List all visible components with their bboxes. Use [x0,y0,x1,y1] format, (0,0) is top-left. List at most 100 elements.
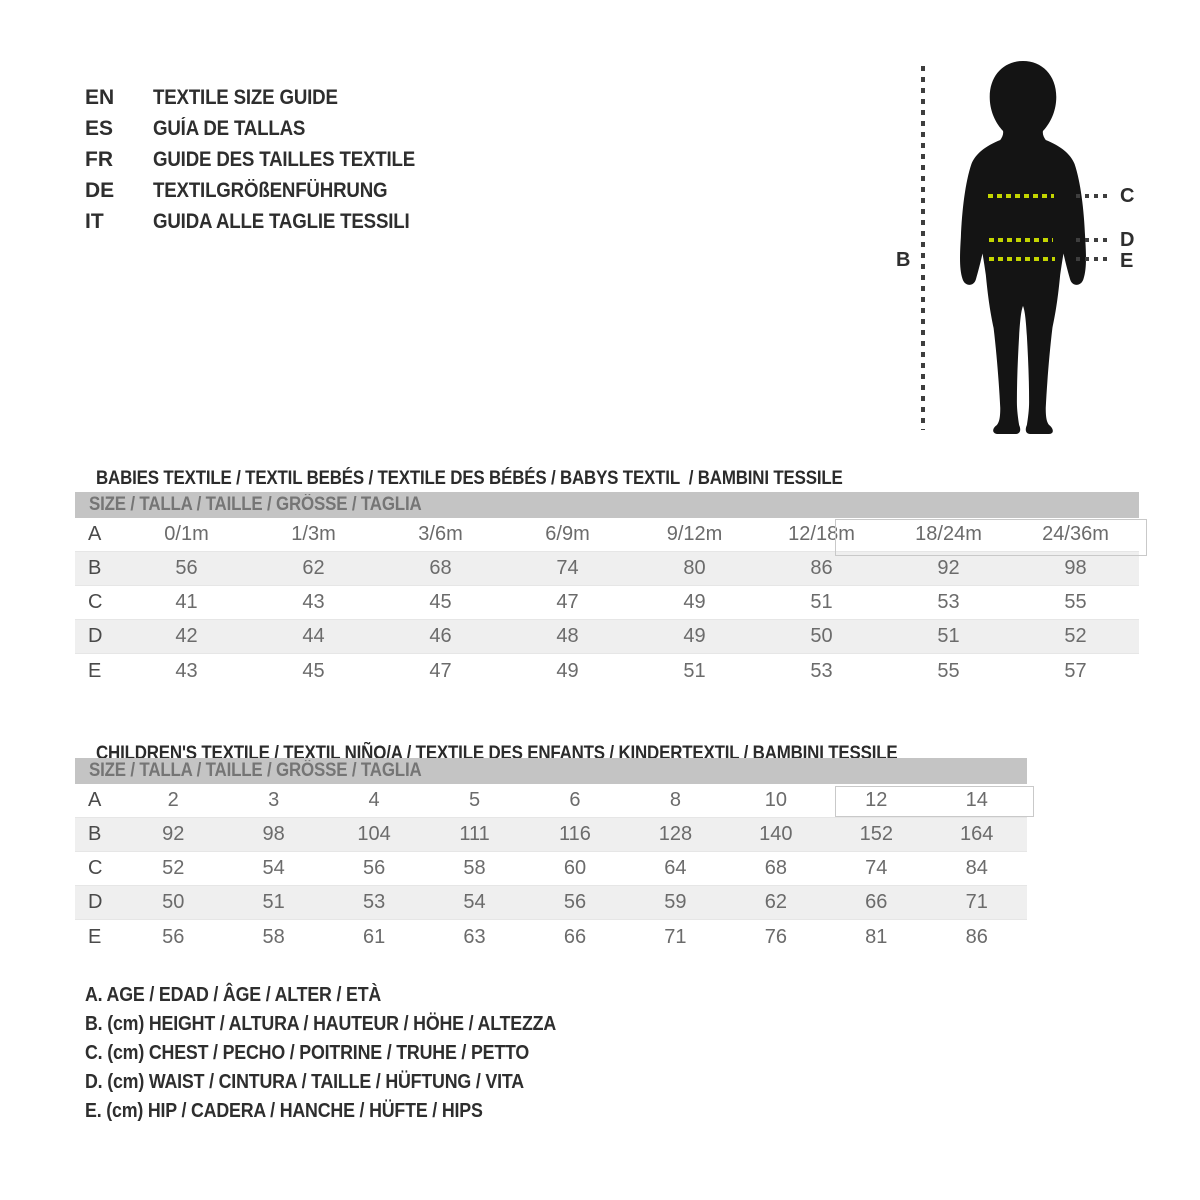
table-cell: 6 [569,789,581,811]
chest-leader-line [1076,194,1110,198]
table-cell: 71 [664,925,687,948]
table-cell: 57 [1064,659,1087,682]
table-cell: 9/12m [666,523,723,545]
highlight-box-children [835,786,1034,817]
table-cell: 116 [559,823,591,845]
table-cell: 51 [810,591,833,613]
table-cell: 86 [965,925,988,948]
table-row-c: C 52 54 56 58 60 64 68 74 84 [75,852,1027,886]
lang-code: IT [85,210,104,233]
lang-code: ES [85,117,114,140]
babies-section-title: BABIES TEXTILE / TEXTIL BEBÉS / TEXTILE … [85,446,934,490]
waist-measure-line [989,238,1053,242]
height-dotted-line [921,66,925,430]
lang-code: EN [85,86,115,109]
table-cell: 84 [965,857,988,879]
table-cell: 104 [357,823,391,845]
row-key: A [88,789,102,811]
table-cell: 14 [965,789,988,811]
table-row-a: A 2 3 4 5 6 8 10 12 14 [75,784,1027,818]
chest-measure-line [988,194,1054,198]
table-cell: 43 [175,659,198,682]
table-row-b: B 92 98 104 111 116 128 140 152 164 [75,818,1027,852]
table-header-bar: SIZE / TALLA / TAILLE / GRÖSSE / TAGLIA [75,492,1139,518]
hip-measure-line [989,257,1055,261]
table-row-a: A 0/1m 1/3m 3/6m 6/9m 9/12m 12/18m 18/24m 24/36m [75,518,1139,552]
table-cell: 62 [302,557,325,579]
table-cell: 66 [563,925,587,948]
highlight-box-babies [835,519,1147,556]
table-cell: 5 [468,789,481,811]
row-key: E [88,659,102,682]
table-cell: 92 [937,557,960,579]
table-cell: 52 [162,857,185,879]
legend-item-chest: C. (cm) CHEST / PECHO / POITRINE / TRUHE… [85,1042,530,1064]
table-cell: 56 [162,925,185,948]
table-cell: 63 [463,925,486,948]
lang-label: GUIDE DES TAILLES TEXTILE [153,148,416,171]
table-cell: 48 [556,625,579,647]
table-cell: 68 [429,557,452,579]
legend-item-hip: E. (cm) HIP / CADERA / HANCHE / HÜFTE / … [85,1100,483,1122]
lang-row-en: EN TEXTILE SIZE GUIDE [85,82,447,113]
table-cell: 128 [658,823,693,845]
table-row-e: E 43 45 47 49 51 53 55 57 [75,654,1139,688]
table-cell: 51 [937,625,960,647]
table-cell: 12/18m [788,523,855,545]
table-cell: 60 [563,857,587,879]
row-key: B [88,823,102,845]
row-key: D [88,891,103,913]
table-cell: 64 [664,857,687,879]
table-cell: 45 [302,659,325,682]
children-size-table: SIZE / TALLA / TAILLE / GRÖSSE / TAGLIA … [75,758,1027,954]
table-cell: 53 [810,659,833,682]
table-cell: 12 [865,789,888,811]
table-cell: 8 [669,789,681,811]
legend-item-height: B. (cm) HEIGHT / ALTURA / HAUTEUR / HÖHE… [85,1013,557,1035]
lang-label: TEXTILGRÖßENFÜHRUNG [153,179,388,202]
table-cell: 55 [937,659,960,682]
table-cell: 43 [302,591,325,613]
row-key: C [88,857,103,879]
table-cell: 62 [764,891,787,913]
table-cell: 76 [764,925,787,948]
table-header-text: SIZE / TALLA / TAILLE / GRÖSSE / TAGLIA [89,760,422,781]
table-cell: 0/1m [164,523,209,545]
table-cell: 18/24m [915,523,982,545]
legend-item-waist: D. (cm) WAIST / CINTURA / TAILLE / HÜFTU… [85,1071,524,1093]
row-key: E [88,925,102,948]
table-cell: 51 [262,891,285,913]
lang-row-es: ES GUÍA DE TALLAS [85,113,447,144]
measurement-legend: A. AGE / EDAD / ÂGE / ALTER / ETÀ B. (cm… [85,981,614,1126]
table-cell: 140 [759,823,793,845]
table-cell: 54 [463,891,486,913]
table-cell: 66 [865,891,888,913]
hip-label: E [1120,250,1134,272]
table-row-d: D 42 44 46 48 49 50 51 52 [75,620,1139,654]
lang-row-fr: FR GUIDE DES TAILLES TEXTILE [85,144,447,175]
hip-leader-line [1076,257,1110,261]
table-cell: 56 [175,557,198,579]
table-cell: 2 [167,789,179,811]
table-cell: 74 [865,857,888,879]
table-cell: 80 [683,557,706,579]
table-cell: 47 [556,591,579,613]
waist-leader-line [1076,238,1110,242]
table-cell: 58 [262,925,285,948]
table-cell: 98 [1064,557,1087,579]
table-header-text: SIZE / TALLA / TAILLE / GRÖSSE / TAGLIA [89,494,422,515]
table-cell: 50 [162,891,185,913]
lang-label: TEXTILE SIZE GUIDE [153,86,338,109]
babies-section-title-text: BABIES TEXTILE / TEXTIL BEBÉS / TEXTILE … [95,468,843,489]
table-cell: 44 [302,625,325,647]
table-cell: 56 [362,857,386,879]
table-row-e: E 56 58 61 63 66 71 76 81 86 [75,920,1027,954]
table-cell: 53 [937,591,960,613]
table-row-c: C 41 43 45 47 49 51 53 55 [75,586,1139,620]
table-cell: 41 [175,591,198,613]
table-header-bar: SIZE / TALLA / TAILLE / GRÖSSE / TAGLIA [75,758,1027,784]
table-cell: 81 [865,925,888,948]
table-cell: 10 [764,789,787,811]
table-cell: 4 [368,789,380,811]
table-cell: 61 [362,925,386,948]
